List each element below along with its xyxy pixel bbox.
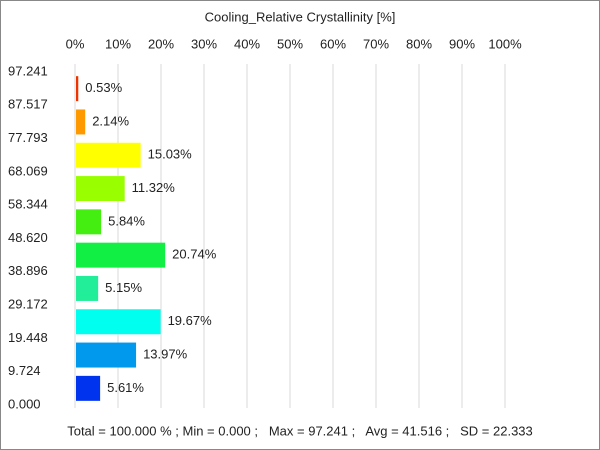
value-label: 11.32% [132,180,176,195]
y-tick-label: 19.448 [8,330,48,345]
y-tick-label: 97.241 [8,63,48,78]
bar [76,176,125,202]
x-tick-label: 20% [148,36,174,51]
y-tick-label: 77.793 [8,130,48,145]
x-tick-label: 60% [320,36,346,51]
bar [76,375,101,401]
value-label: 15.03% [148,147,193,162]
y-tick-label: 29.172 [8,297,48,312]
value-label: 0.53% [85,80,122,95]
y-tick-label: 9.724 [8,363,41,378]
value-label: 5.84% [108,213,145,228]
y-tick-label: 58.344 [8,197,48,212]
bar [76,109,86,135]
value-label: 2.14% [92,113,129,128]
stats-annotation: Total = 100.000 % ; Min = 0.000 ; Max = … [67,423,533,438]
x-tick-label: 10% [105,36,131,51]
y-tick-label: 48.620 [8,230,48,245]
bar [76,242,166,268]
x-tick-label: 30% [191,36,217,51]
bar [76,76,79,102]
x-tick-label: 0% [66,36,85,51]
bar [76,142,141,168]
x-tick-label: 90% [449,36,475,51]
x-tick-label: 80% [406,36,432,51]
value-label: 13.97% [143,346,188,361]
y-tick-label: 0.000 [8,396,41,411]
y-tick-label: 38.896 [8,263,48,278]
value-label: 20.74% [172,247,217,262]
x-tick-label: 50% [277,36,303,51]
y-tick-label: 68.069 [8,163,48,178]
x-tick-label: 40% [234,36,260,51]
bar [76,342,137,368]
bar [76,209,102,235]
chart-title: Cooling_Relative Crystallinity [%] [205,9,396,24]
x-tick-label: 70% [363,36,389,51]
x-tick-label: 100% [488,36,522,51]
bar [76,309,161,335]
bar [76,275,99,301]
value-label: 19.67% [168,313,213,328]
value-label: 5.61% [107,380,144,395]
y-tick-label: 87.517 [8,97,48,112]
value-label: 5.15% [105,280,142,295]
